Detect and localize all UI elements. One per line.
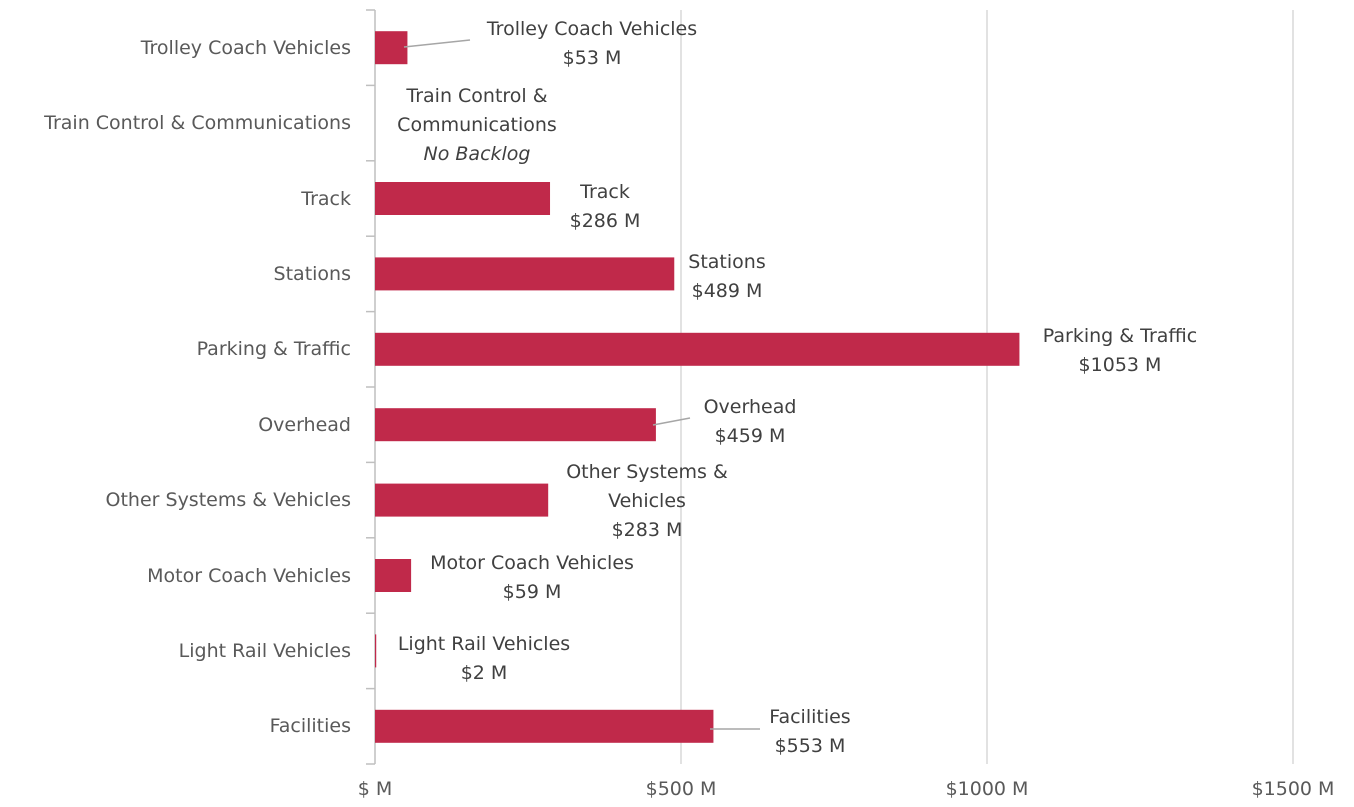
y-tick-label: Overhead: [258, 413, 351, 436]
bar: [375, 257, 675, 291]
data-label-value: $53 M: [562, 47, 622, 69]
data-label-value: $2 M: [460, 662, 508, 684]
data-label-name: Other Systems & Vehicles: [566, 461, 728, 512]
x-tick-label: $1500 M: [1251, 778, 1335, 800]
data-label: Trolley Coach Vehicles $53 M: [487, 15, 697, 73]
data-label-value: $459 M: [714, 425, 786, 447]
data-label-value: $553 M: [774, 735, 846, 757]
x-tick-label: $500 M: [645, 778, 717, 800]
data-label-value: $59 M: [502, 581, 562, 603]
data-label-name: Train Control & Communications: [397, 85, 557, 136]
data-label: Light Rail Vehicles $2 M: [398, 630, 570, 688]
leader-line: [403, 39, 471, 48]
leader-line: [652, 417, 691, 426]
data-label-name: Stations: [688, 251, 766, 273]
bar: [375, 332, 1020, 366]
data-label: Overhead $459 M: [704, 393, 797, 451]
y-tick-label: Light Rail Vehicles: [178, 639, 351, 662]
bar: [375, 483, 549, 517]
data-label-value: $286 M: [569, 210, 641, 232]
data-label: Motor Coach Vehicles $59 M: [430, 549, 634, 607]
x-tick-label: $ M: [357, 778, 393, 800]
bar: [375, 182, 551, 215]
bar: [375, 31, 408, 65]
data-label-name: Track: [580, 181, 630, 203]
data-label-name: Overhead: [703, 396, 797, 418]
data-label-name: Facilities: [769, 706, 851, 728]
data-label-name: Parking & Traffic: [1042, 325, 1198, 347]
y-tick-label: Other Systems & Vehicles: [105, 489, 351, 512]
bar: [375, 634, 377, 668]
data-label-name: Trolley Coach Vehicles: [486, 18, 698, 40]
y-tick-label: Trolley Coach Vehicles: [140, 36, 351, 59]
y-tick-label: Parking & Traffic: [196, 338, 351, 361]
x-tick-label: $1000 M: [945, 778, 1029, 800]
data-label-value: No Backlog: [423, 143, 531, 165]
data-label-name: Motor Coach Vehicles: [430, 552, 634, 574]
y-tick-label: Facilities: [269, 715, 351, 738]
bar: [375, 559, 412, 592]
data-label-value: $283 M: [611, 519, 683, 541]
y-tick-label: Motor Coach Vehicles: [147, 564, 351, 587]
data-label: Track $286 M: [570, 178, 641, 236]
data-label: Other Systems & Vehicles $283 M: [552, 458, 742, 545]
data-label-value: $1053 M: [1078, 354, 1162, 376]
bar: [375, 408, 656, 442]
data-label-value: $489 M: [691, 280, 763, 302]
data-label-name: Light Rail Vehicles: [397, 633, 571, 655]
data-label: Stations $489 M: [688, 248, 765, 306]
y-tick-label: Train Control & Communications: [44, 112, 351, 135]
data-label: Parking & Traffic $1053 M: [1043, 322, 1197, 380]
data-label: Facilities $553 M: [769, 703, 850, 761]
y-tick-label: Track: [301, 187, 351, 210]
data-label: Train Control & Communications No Backlog: [377, 82, 577, 169]
y-tick-label: Stations: [273, 262, 351, 285]
bar: [375, 709, 714, 743]
